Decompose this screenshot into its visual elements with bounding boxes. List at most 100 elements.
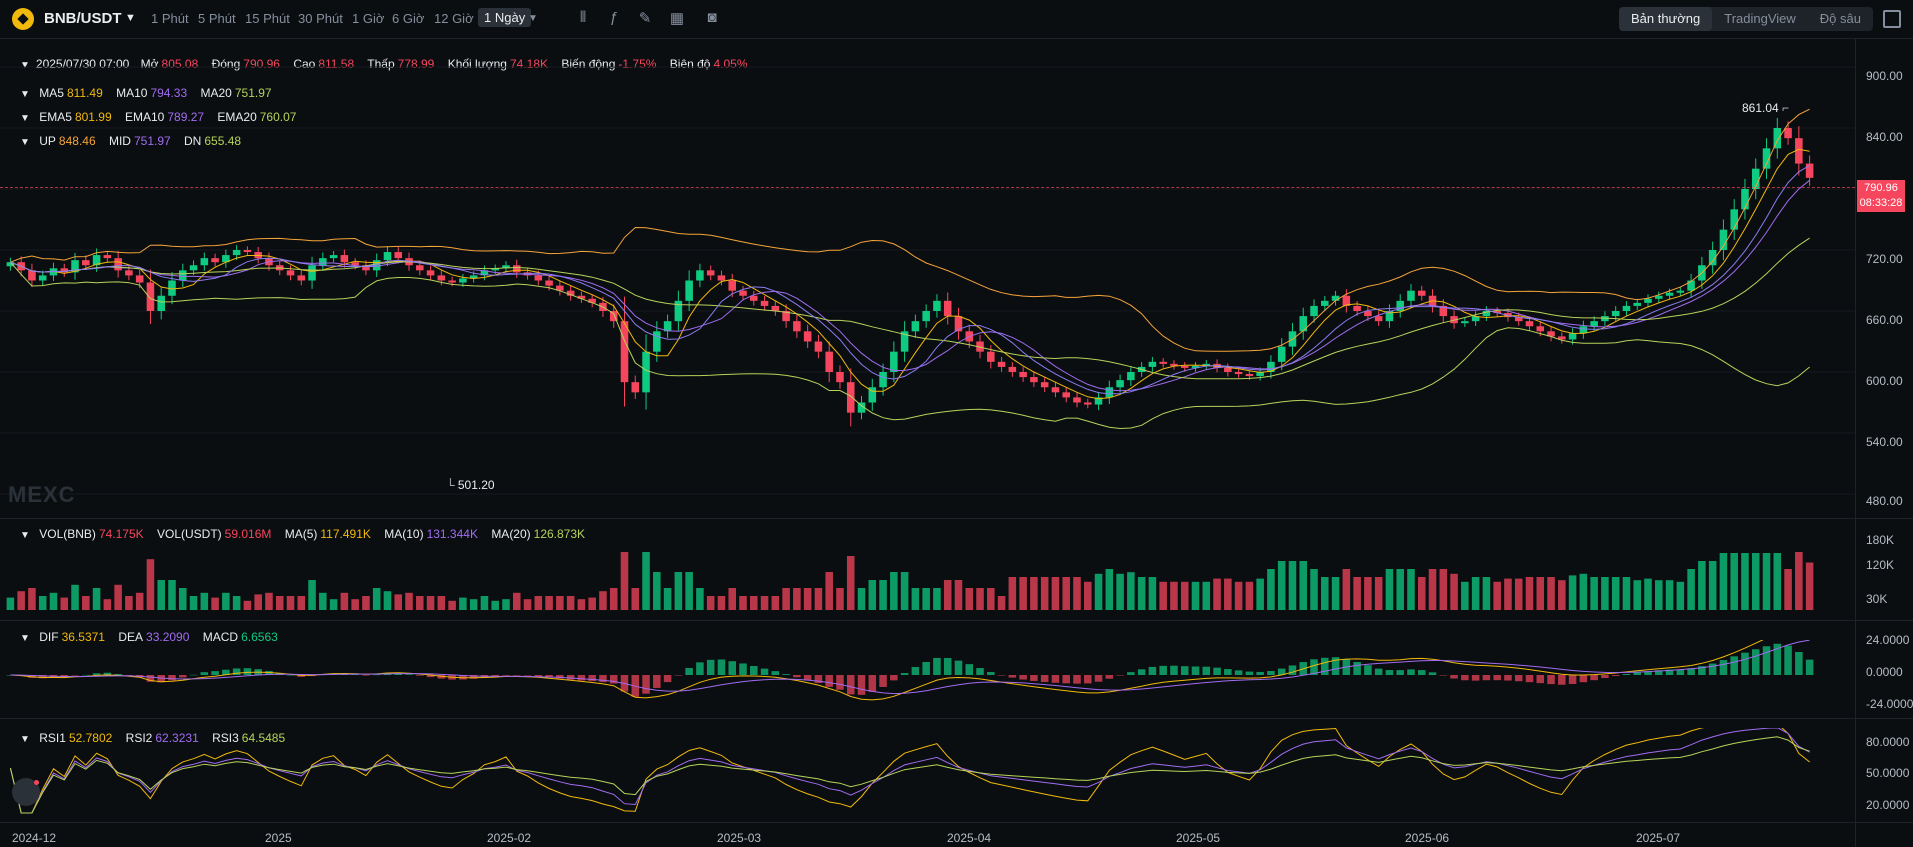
ema-legend: ▼ EMA5 801.99 EMA10 789.27 EMA20 760.07: [20, 110, 306, 124]
macd-bar: [222, 669, 230, 675]
mode-basic[interactable]: Bản thường: [1618, 7, 1713, 31]
macd-chart[interactable]: [0, 640, 1855, 710]
volume-bar: [491, 600, 499, 610]
indicator-icon[interactable]: ⫴: [579, 9, 587, 26]
chevron-down-icon[interactable]: ▼: [20, 137, 30, 148]
candle: [82, 260, 90, 266]
tf-30m[interactable]: 30 Phút: [298, 11, 343, 26]
volume-bar: [566, 596, 575, 610]
macd-legend: ▼ DIF 36.5371 DEA 33.2090 MACD 6.6563: [20, 630, 288, 644]
candle: [922, 311, 930, 322]
candle: [103, 255, 112, 259]
chevron-down-icon[interactable]: ▼: [20, 633, 30, 644]
volume-bar: [297, 596, 306, 610]
tf-15m[interactable]: 15 Phút: [245, 11, 290, 26]
macd-bar: [609, 675, 618, 684]
volume-bar: [157, 580, 165, 610]
volume-bar: [545, 596, 553, 610]
candle: [846, 382, 855, 413]
tf-5m[interactable]: 5 Phút: [198, 11, 236, 26]
volume-bar: [1083, 581, 1092, 610]
chevron-down-icon[interactable]: ▼: [125, 12, 136, 24]
candle: [1568, 333, 1577, 340]
candle: [653, 331, 661, 352]
macd-bar: [782, 674, 790, 675]
tf-dropdown-icon[interactable]: ▼: [528, 13, 538, 24]
volume-bar: [168, 580, 176, 610]
volume-bar: [1504, 578, 1512, 610]
candle: [1773, 128, 1782, 149]
tf-1d[interactable]: 1 Ngày: [478, 8, 532, 27]
macd-bar: [1514, 675, 1523, 682]
candle: [1665, 292, 1674, 296]
notification-button[interactable]: [12, 778, 40, 806]
fullscreen-icon[interactable]: [1883, 10, 1901, 28]
volume-bar: [890, 572, 898, 610]
chevron-down-icon[interactable]: ▼: [20, 89, 30, 100]
candle: [362, 265, 370, 271]
macd-bar: [1655, 670, 1663, 675]
rsi-chart[interactable]: [0, 728, 1855, 818]
vol-y-tick: 120K: [1866, 558, 1895, 572]
volume-bar: [943, 580, 952, 610]
candle: [825, 351, 833, 372]
volume-bar: [340, 592, 349, 610]
draw-icon[interactable]: ✎: [638, 10, 652, 27]
volume-bar: [437, 596, 446, 610]
macd-value: 6.6563: [241, 630, 278, 644]
volume-bar: [1385, 569, 1394, 610]
candle: [286, 270, 295, 276]
volume-bar: [1493, 581, 1501, 610]
chevron-down-icon[interactable]: ▼: [20, 60, 30, 71]
tf-1h[interactable]: 1 Giờ: [352, 11, 385, 26]
volume-bar: [696, 588, 704, 610]
volume-bar: [1741, 553, 1749, 610]
candle: [1784, 128, 1792, 139]
mode-depth[interactable]: Độ sâu: [1819, 11, 1861, 26]
camera-icon[interactable]: ◙: [707, 9, 717, 26]
candle: [566, 290, 575, 296]
formula-icon[interactable]: ƒ: [609, 9, 619, 26]
candle: [1536, 326, 1545, 332]
chevron-down-icon[interactable]: ▼: [20, 530, 30, 541]
volume-bar: [1719, 553, 1728, 610]
volume-bar: [1611, 577, 1620, 610]
candle: [1083, 402, 1092, 405]
candle: [502, 265, 510, 269]
mode-tradingview[interactable]: TradingView: [1724, 11, 1796, 26]
tf-12h[interactable]: 12 Giờ: [434, 11, 474, 26]
price-chart[interactable]: [0, 40, 1855, 515]
layout-icon[interactable]: ▦: [669, 10, 685, 27]
candle: [1385, 311, 1394, 322]
volume-bar: [739, 596, 747, 610]
candle: [232, 250, 241, 256]
candle: [1224, 367, 1232, 372]
candle: [1644, 298, 1652, 303]
volume-bar: [1277, 561, 1286, 610]
candle: [1708, 250, 1717, 266]
macd-bar: [1288, 665, 1297, 675]
macd-bar: [1008, 675, 1017, 678]
pair-title[interactable]: BNB/USDT: [44, 10, 122, 27]
candle: [1396, 300, 1404, 311]
candle: [1719, 229, 1728, 250]
volume-chart[interactable]: [0, 550, 1855, 610]
tf-1m[interactable]: 1 Phút: [151, 11, 189, 26]
volume-bar: [1342, 569, 1351, 610]
macd-y-tick: -24.0000: [1866, 697, 1913, 711]
ma20-line: [10, 237, 1810, 380]
macd-bar: [211, 671, 219, 675]
candle: [1795, 138, 1803, 164]
candle: [760, 300, 769, 306]
macd-bar: [534, 675, 543, 677]
tf-6h[interactable]: 6 Giờ: [392, 11, 425, 26]
candle: [1547, 331, 1555, 337]
candle: [480, 270, 489, 276]
volume-bar: [448, 600, 456, 610]
macd-bar: [933, 657, 941, 675]
chevron-down-icon[interactable]: ▼: [20, 113, 30, 124]
chevron-down-icon[interactable]: ▼: [20, 734, 30, 745]
x-tick: 2025-06: [1405, 831, 1450, 845]
candle: [1094, 397, 1103, 405]
volume-bar: [803, 588, 812, 610]
